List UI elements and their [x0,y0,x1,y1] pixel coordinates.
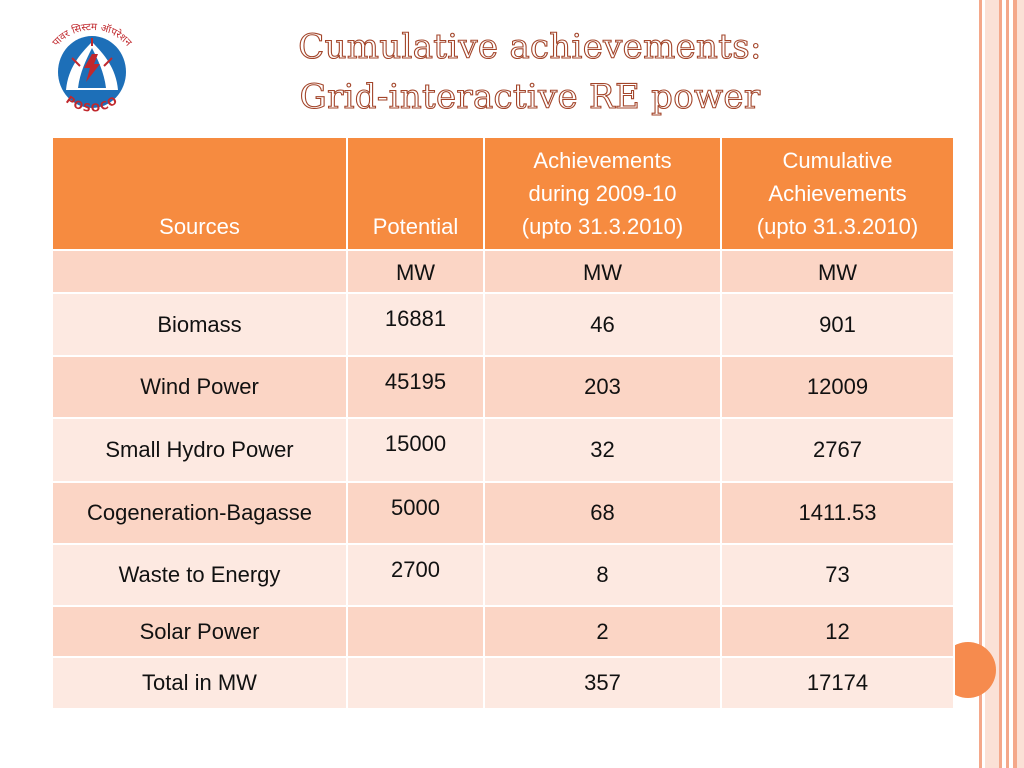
cumulative-cell: 73 [720,543,955,607]
potential-cell: 5000 [346,481,485,545]
potential-cell: 16881 [346,292,485,357]
source-cell: Biomass [51,292,348,357]
border-stripe [1017,0,1024,768]
achievement-cell: 46 [483,292,722,357]
border-stripe [999,0,1002,768]
potential-cell: 45195 [346,355,485,419]
source-cell: Solar Power [51,605,348,658]
cumulative-cell: 12009 [720,355,955,419]
table-row: Waste to Energy 2700 8 73 [51,543,955,607]
svg-text:POSOCO: POSOCO [63,93,120,114]
unit-cell: MW [483,249,722,294]
table-row: Wind Power 45195 203 12009 [51,355,955,419]
achievement-cell: 203 [483,355,722,419]
achievement-cell: 32 [483,417,722,483]
cumulative-cell: 2767 [720,417,955,483]
title-line-2: Grid-interactive RE power [299,76,761,117]
unit-cell [51,249,348,294]
posoco-logo: पावर सिस्टम ऑपरेशन POSOCO [28,14,156,118]
source-cell: Small Hydro Power [51,417,348,483]
source-cell: Cogeneration-Bagasse [51,481,348,545]
cumulative-cell: 17174 [720,656,955,710]
border-stripe [1013,0,1017,768]
potential-cell: 2700 [346,543,485,607]
table-row: Cogeneration-Bagasse 5000 68 1411.53 [51,481,955,545]
title-line-1: Cumulative achievements: [298,26,762,67]
header-potential: Potential [346,136,485,251]
re-power-table: Sources Potential Achievements during 20… [51,136,955,710]
potential-cell [346,605,485,658]
cumulative-cell: 12 [720,605,955,658]
border-stripe [1006,0,1009,768]
source-cell: Total in MW [51,656,348,710]
achievement-cell: 2 [483,605,722,658]
border-stripe [985,0,999,768]
cumulative-cell: 1411.53 [720,481,955,545]
table-row: Solar Power 2 12 [51,605,955,658]
unit-cell: MW [720,249,955,294]
table-header-row: Sources Potential Achievements during 20… [51,136,955,251]
potential-cell [346,656,485,710]
table-row: Biomass 16881 46 901 [51,292,955,357]
header-achievements: Achievements during 2009-10 (upto 31.3.2… [483,136,722,251]
achievement-cell: 68 [483,481,722,545]
source-cell: Wind Power [51,355,348,419]
slide-title: Cumulative achievements: Grid-interactiv… [180,22,880,122]
potential-cell: 15000 [346,417,485,483]
border-stripe [979,0,982,768]
logo-bottom-text: POSOCO [63,93,119,114]
header-sources: Sources [51,136,348,251]
total-row: Total in MW 357 17174 [51,656,955,710]
units-row: MW MW MW [51,249,955,294]
achievement-cell: 357 [483,656,722,710]
header-cumulative: Cumulative Achievements (upto 31.3.2010) [720,136,955,251]
cumulative-cell: 901 [720,292,955,357]
table-row: Small Hydro Power 15000 32 2767 [51,417,955,483]
unit-cell: MW [346,249,485,294]
source-cell: Waste to Energy [51,543,348,607]
achievement-cell: 8 [483,543,722,607]
